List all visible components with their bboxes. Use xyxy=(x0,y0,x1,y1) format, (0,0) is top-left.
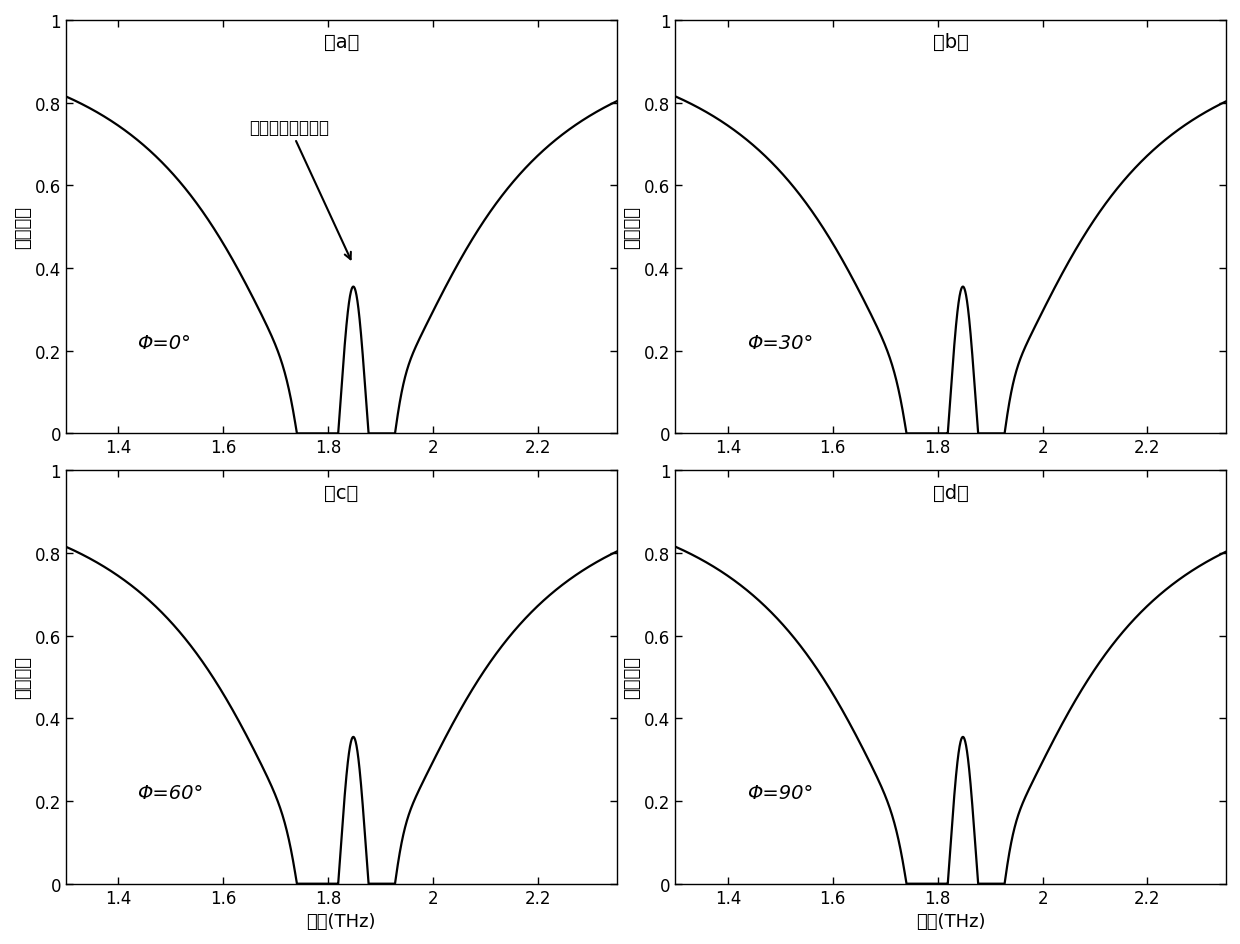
Text: Φ=0°: Φ=0° xyxy=(138,333,191,352)
Y-axis label: 传输系数: 传输系数 xyxy=(624,656,641,699)
Text: （a）: （a） xyxy=(324,33,358,52)
Text: Φ=60°: Φ=60° xyxy=(138,784,203,802)
Text: （c）: （c） xyxy=(324,483,358,502)
Y-axis label: 传输系数: 传输系数 xyxy=(14,206,32,249)
Text: （d）: （d） xyxy=(932,483,968,502)
X-axis label: 频率(THz): 频率(THz) xyxy=(306,912,376,930)
Y-axis label: 传输系数: 传输系数 xyxy=(624,206,641,249)
Text: Φ=30°: Φ=30° xyxy=(746,333,813,352)
X-axis label: 频率(THz): 频率(THz) xyxy=(916,912,986,930)
Text: （b）: （b） xyxy=(932,33,968,52)
Y-axis label: 传输系数: 传输系数 xyxy=(14,656,32,699)
Text: 电磁诱导透明窗口: 电磁诱导透明窗口 xyxy=(249,119,351,260)
Text: Φ=90°: Φ=90° xyxy=(746,784,813,802)
